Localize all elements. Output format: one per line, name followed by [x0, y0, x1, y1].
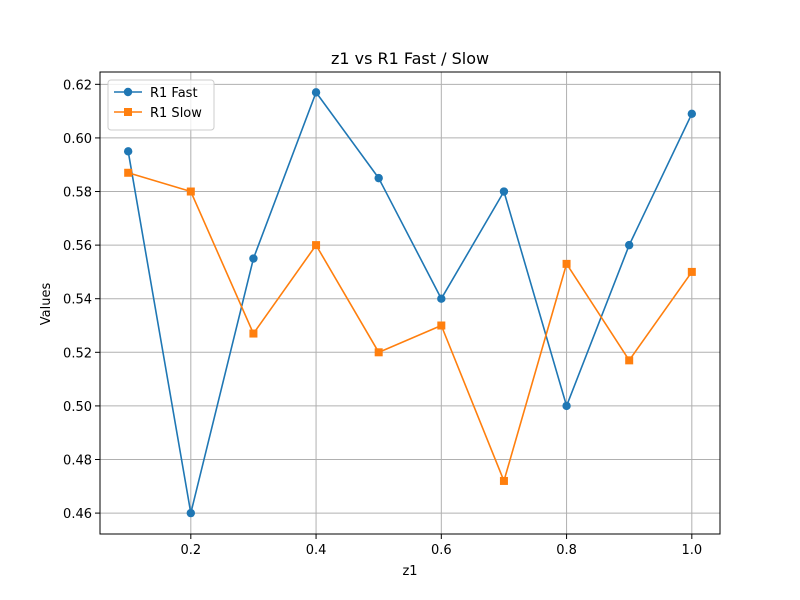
y-tick-label: 0.50: [63, 400, 92, 415]
data-point: [186, 187, 195, 196]
data-point: [437, 294, 446, 303]
x-tick-label: 1.0: [681, 543, 702, 558]
y-tick-label: 0.48: [63, 454, 92, 469]
series-line: [127, 171, 693, 482]
x-axis-ticks: 0.2 0.4 0.6 0.8 1.0: [180, 534, 702, 558]
data-point: [249, 254, 258, 263]
legend-label: R1 Slow: [150, 106, 202, 121]
data-point: [625, 356, 634, 365]
data-point: [437, 321, 446, 330]
series-line: [127, 91, 693, 514]
data-point: [499, 187, 509, 196]
y-tick-label: 0.56: [63, 239, 92, 254]
legend: R1 Fast R1 Slow: [107, 79, 215, 131]
x-axis-label: z1: [402, 564, 417, 579]
x-tick-label: 0.6: [431, 543, 452, 558]
y-tick-label: 0.60: [63, 132, 92, 147]
plot-area: 0.2 0.4 0.6 0.8 1.0 0.46 0.48 0.50 0.52 0.54 0.56…: [63, 71, 721, 558]
legend-marker: [123, 87, 133, 97]
data-point: [499, 476, 508, 485]
data-point: [249, 329, 258, 338]
x-tick-label: 0.8: [556, 543, 577, 558]
data-point: [687, 267, 696, 276]
legend-item: R1 Fast: [114, 86, 198, 101]
data-point: [687, 109, 697, 119]
data-point: [562, 401, 571, 411]
y-tick-label: 0.62: [63, 78, 92, 93]
y-axis-label: Values: [39, 283, 54, 326]
y-axis-ticks: 0.46 0.48 0.50 0.52 0.54 0.56 0.58 0.60 0.62: [63, 78, 100, 522]
data-point: [186, 508, 196, 518]
legend-marker: [124, 108, 132, 116]
y-tick-label: 0.46: [63, 507, 92, 522]
data-point: [312, 241, 321, 250]
y-tick-label: 0.58: [63, 186, 92, 201]
data-point: [311, 88, 321, 97]
data-point: [374, 173, 383, 183]
x-tick-label: 0.4: [306, 543, 327, 558]
y-tick-label: 0.52: [63, 346, 92, 361]
axes-frame: [99, 71, 721, 535]
data-point: [124, 168, 133, 177]
x-tick-label: 0.2: [180, 543, 201, 558]
data-point: [123, 147, 133, 156]
data-point: [624, 240, 634, 250]
series-r1-slow: [124, 168, 696, 485]
data-point: [374, 348, 383, 357]
data-point: [562, 259, 571, 268]
series-layer: [123, 88, 697, 518]
chart-title: z1 vs R1 Fast / Slow: [331, 49, 489, 68]
y-tick-label: 0.54: [63, 293, 92, 308]
legend-item: R1 Slow: [114, 106, 202, 121]
legend-label: R1 Fast: [150, 86, 198, 101]
grid-lines: [100, 72, 720, 534]
series-r1-fast: [123, 88, 697, 518]
